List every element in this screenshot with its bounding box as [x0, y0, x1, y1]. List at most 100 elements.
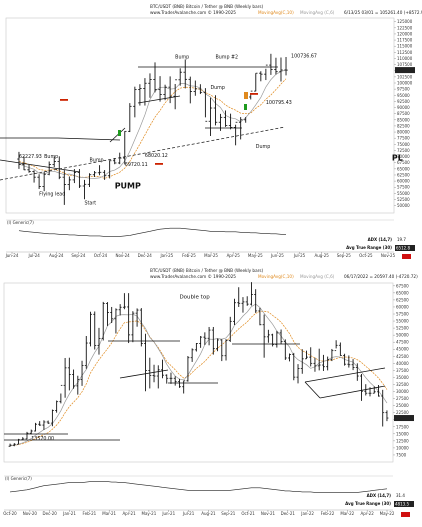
ohlc-bar [264, 64, 268, 81]
ohlc-bar [188, 76, 193, 104]
legend-item: MovingAvg (C,6) [300, 10, 335, 15]
last-price-box [394, 415, 414, 422]
ohlc-bar [133, 86, 137, 118]
ohlc-bar [38, 421, 42, 426]
ohlc-bar [313, 357, 317, 372]
ohlc-bar [17, 151, 21, 169]
ohlc-bar [163, 84, 167, 101]
ohlc-bar [233, 298, 236, 326]
chart-annotation: 62227.93 [19, 154, 42, 160]
y-tick-label: 52500 [397, 197, 410, 202]
chart-annotation: 68020.12 [145, 153, 168, 159]
pattern-line [137, 95, 181, 104]
x-tick-label: Jun-25 [270, 253, 284, 258]
ohlc-bar [254, 72, 258, 92]
ohlc-bar [216, 338, 220, 352]
ohlc-bar [89, 311, 92, 347]
chart-annotation: Bump [90, 157, 104, 163]
pattern-line [304, 381, 321, 399]
ohlc-bar [29, 429, 33, 435]
ohlc-bar [309, 347, 313, 367]
x-tick-label: Aug-25 [314, 253, 329, 258]
scroll-right-arrow-icon[interactable] [401, 512, 410, 517]
chart-annotation: 100795.43 [266, 100, 292, 106]
x-tick-label: Jun-24 [5, 253, 19, 258]
x-tick-label: Jan-21 [62, 511, 76, 516]
y-tick-label: 10000 [396, 445, 409, 450]
y-tick-label: 60000 [397, 179, 410, 184]
ohlc-bar [152, 364, 156, 383]
x-tick-label: Sep-25 [337, 253, 352, 258]
header-values: 06/17/2022 = 20597.40 (-4720.72) [344, 274, 418, 279]
x-tick-label: Oct-20 [3, 511, 17, 516]
y-tick-label: 12500 [396, 438, 409, 443]
ohlc-bar [385, 410, 389, 422]
y-tick-label: 72500 [397, 148, 410, 153]
ohlc-bar [283, 339, 287, 360]
ohlc-bar [122, 293, 126, 310]
x-tick-label: Feb-22 [321, 511, 335, 516]
plot-frame [3, 282, 394, 463]
ohlc-bar [87, 173, 92, 187]
ohlc-bar [330, 348, 334, 362]
x-tick-label: Jun-21 [161, 511, 175, 516]
atr-value: 4813.5 [395, 502, 409, 507]
ohlc-bar [12, 443, 16, 447]
y-tick-label: 67500 [397, 160, 410, 165]
pattern-line [119, 369, 169, 379]
pattern-line [319, 385, 386, 399]
ohlc-bar [84, 335, 88, 369]
ohlc-bar [138, 84, 142, 106]
header-values: 6/13/25 03/01 = 105261.40 (+8572.96) [344, 10, 422, 15]
y-tick-label: 120000 [397, 31, 413, 36]
chart-annotation: PL [392, 153, 403, 162]
y-tick-label: 15000 [396, 431, 409, 436]
pattern-line [0, 159, 81, 173]
y-tick-label: 102500 [397, 74, 413, 79]
ohlc-bar [62, 170, 67, 205]
y-tick-label: 77500 [397, 136, 410, 141]
last-price-box [395, 67, 415, 74]
ohlc-bar [343, 353, 347, 366]
adx-value: 19.7 [397, 237, 406, 242]
ohlc-bar [211, 326, 215, 355]
x-tick-label: Jan-22 [300, 511, 314, 516]
ohlc-bar [249, 282, 253, 306]
ohlc-bar [114, 308, 118, 334]
y-tick-label: 52500 [396, 326, 409, 331]
indicator-label: (I) Generic(7) [5, 476, 32, 481]
y-tick-label: 107500 [397, 62, 413, 67]
ohlc-bar [254, 289, 258, 313]
y-tick-label: 30000 [396, 389, 409, 394]
y-tick-label: 47500 [396, 340, 409, 345]
chart-panel-1: BTC/USDT (BNB) Bitcoin / Tether @ BNB (W… [0, 4, 422, 259]
x-tick-label: Apr-22 [361, 511, 375, 516]
x-tick-label: Oct-24 [94, 253, 108, 258]
ohlc-bar [334, 340, 338, 352]
signal-marker [118, 130, 121, 136]
ohlc-bar [135, 308, 139, 327]
ohlc-bar [123, 130, 127, 165]
y-tick-label: 65000 [396, 290, 409, 295]
adx-label: ADX (14,7) [367, 493, 392, 498]
ohlc-bar [110, 306, 114, 324]
y-tick-label: 90000 [397, 105, 410, 110]
chart-annotation: Flying lead [39, 191, 65, 197]
atr-label: Avg True Range (30) [345, 501, 391, 506]
x-tick-label: Apr-21 [122, 511, 136, 516]
ohlc-bar [33, 422, 37, 432]
ohlc-bar [97, 165, 102, 176]
y-tick-label: 55000 [397, 191, 410, 196]
scroll-right-arrow-icon[interactable] [402, 254, 411, 259]
chart-annotation: Bump [175, 54, 189, 60]
ohlc-bar [300, 349, 304, 374]
x-tick-label: Dec-21 [281, 511, 296, 516]
x-tick-label: Apr-25 [227, 253, 241, 258]
ohlc-bar [275, 330, 279, 348]
chart-panel-2: BTC/USDT (BNB) Bitcoin / Tether @ BNB (W… [3, 268, 418, 517]
ohlc-bar [8, 443, 12, 447]
chart-annotation: Bump #2 [215, 54, 238, 60]
ohlc-bar [169, 372, 173, 384]
pattern-line [109, 127, 126, 143]
ohlc-bar [46, 420, 50, 424]
